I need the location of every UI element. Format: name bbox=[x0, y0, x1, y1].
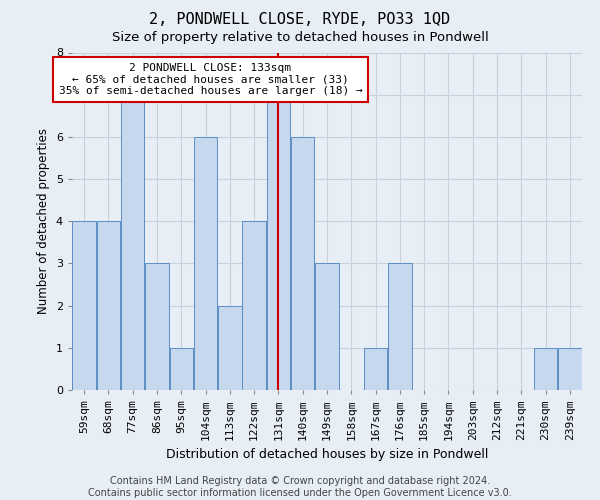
Text: 2 PONDWELL CLOSE: 133sqm
← 65% of detached houses are smaller (33)
35% of semi-d: 2 PONDWELL CLOSE: 133sqm ← 65% of detach… bbox=[59, 63, 362, 96]
Bar bbox=[388, 264, 412, 390]
Bar bbox=[170, 348, 193, 390]
Bar bbox=[534, 348, 557, 390]
Bar bbox=[121, 94, 145, 390]
Text: Size of property relative to detached houses in Pondwell: Size of property relative to detached ho… bbox=[112, 31, 488, 44]
Bar bbox=[266, 94, 290, 390]
Bar bbox=[145, 264, 169, 390]
Bar bbox=[97, 221, 120, 390]
Bar bbox=[558, 348, 581, 390]
Bar bbox=[315, 264, 339, 390]
Bar bbox=[73, 221, 96, 390]
Bar bbox=[218, 306, 242, 390]
Bar bbox=[242, 221, 266, 390]
Text: 2, PONDWELL CLOSE, RYDE, PO33 1QD: 2, PONDWELL CLOSE, RYDE, PO33 1QD bbox=[149, 12, 451, 28]
X-axis label: Distribution of detached houses by size in Pondwell: Distribution of detached houses by size … bbox=[166, 448, 488, 461]
Bar bbox=[194, 137, 217, 390]
Bar bbox=[364, 348, 388, 390]
Text: Contains HM Land Registry data © Crown copyright and database right 2024.
Contai: Contains HM Land Registry data © Crown c… bbox=[88, 476, 512, 498]
Bar bbox=[291, 137, 314, 390]
Y-axis label: Number of detached properties: Number of detached properties bbox=[37, 128, 50, 314]
